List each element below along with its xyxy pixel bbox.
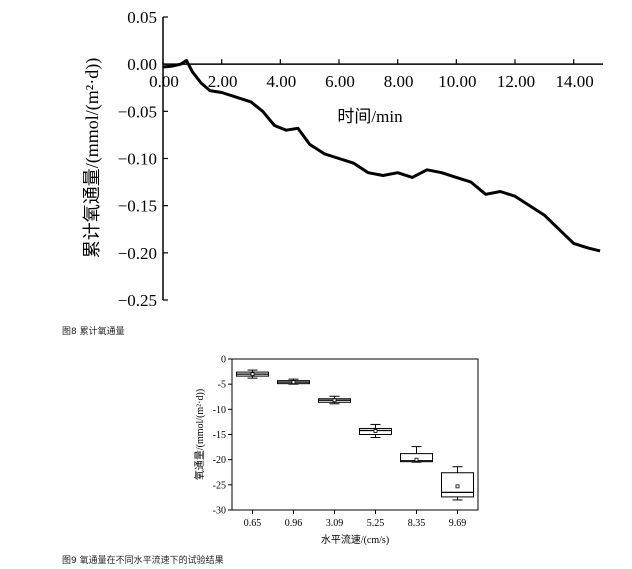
x-tick-label: 0.65 [244, 518, 262, 529]
flux-series-line [162, 58, 601, 253]
y-tick-label: -30 [213, 506, 226, 517]
x-tick-label: 9.69 [449, 518, 467, 529]
y-tick-label: -5 [218, 380, 226, 391]
y-tick-label: -20 [213, 455, 226, 466]
x-tick-label: 10.00 [438, 72, 476, 91]
x-tick-label: 2.00 [208, 72, 238, 91]
x-tick-label: 8.00 [384, 72, 414, 91]
x-tick-label: 0.00 [149, 72, 179, 91]
y-tick-label: −0.10 [118, 150, 157, 169]
cumulative-oxygen-flux-chart: 0.05 0.00 −0.05 −0.10 −0.15 −0.20 −0.25 0.00 2.0… [82, 8, 603, 310]
x-tick-label: 0.96 [285, 518, 303, 529]
x-tick-label: 8.35 [408, 518, 426, 529]
y-tick-label: −0.15 [118, 197, 157, 216]
x-tick-label: 5.25 [367, 518, 385, 529]
box-iqr [400, 453, 433, 463]
figure8-caption: 图8 累计氧通量 [62, 327, 125, 337]
box-mean-marker [414, 457, 419, 462]
y-axis-title: 氧通量/(mmol/(m²·d)) [193, 389, 206, 480]
y-tick-label: −0.25 [118, 291, 157, 310]
y-tick-label: 0.00 [127, 55, 157, 74]
x-tick-label: 3.09 [326, 518, 344, 529]
box-mean-marker [250, 372, 255, 377]
y-tick-label: 0.05 [127, 8, 157, 27]
x-axis-title: 时间/min [337, 107, 403, 126]
x-tick-label: 14.00 [556, 72, 594, 91]
x-tick-label: 4.00 [266, 72, 296, 91]
y-tick-label: −0.05 [118, 102, 157, 121]
y-tick-label: −0.20 [118, 244, 157, 263]
x-tick-label: 12.00 [497, 72, 535, 91]
y-tick-label: -25 [213, 480, 226, 491]
box-mean-marker [455, 484, 460, 489]
y-axis-title: 累计氧通量/(mmol/(m²·d)) [82, 58, 103, 258]
box-mean-marker [291, 380, 296, 385]
y-tick-label: -10 [213, 405, 226, 416]
y-tick-label: 0 [221, 355, 226, 366]
x-axis-title: 水平流速/(cm/s) [321, 533, 389, 546]
figure9-caption: 图9 氧通量在不同水平流速下的试验结果 [62, 556, 224, 566]
x-tick-label: 6.00 [325, 72, 355, 91]
box-mean-marker [332, 398, 337, 403]
y-tick-label: -15 [213, 430, 226, 441]
box-mean-marker [373, 429, 378, 433]
